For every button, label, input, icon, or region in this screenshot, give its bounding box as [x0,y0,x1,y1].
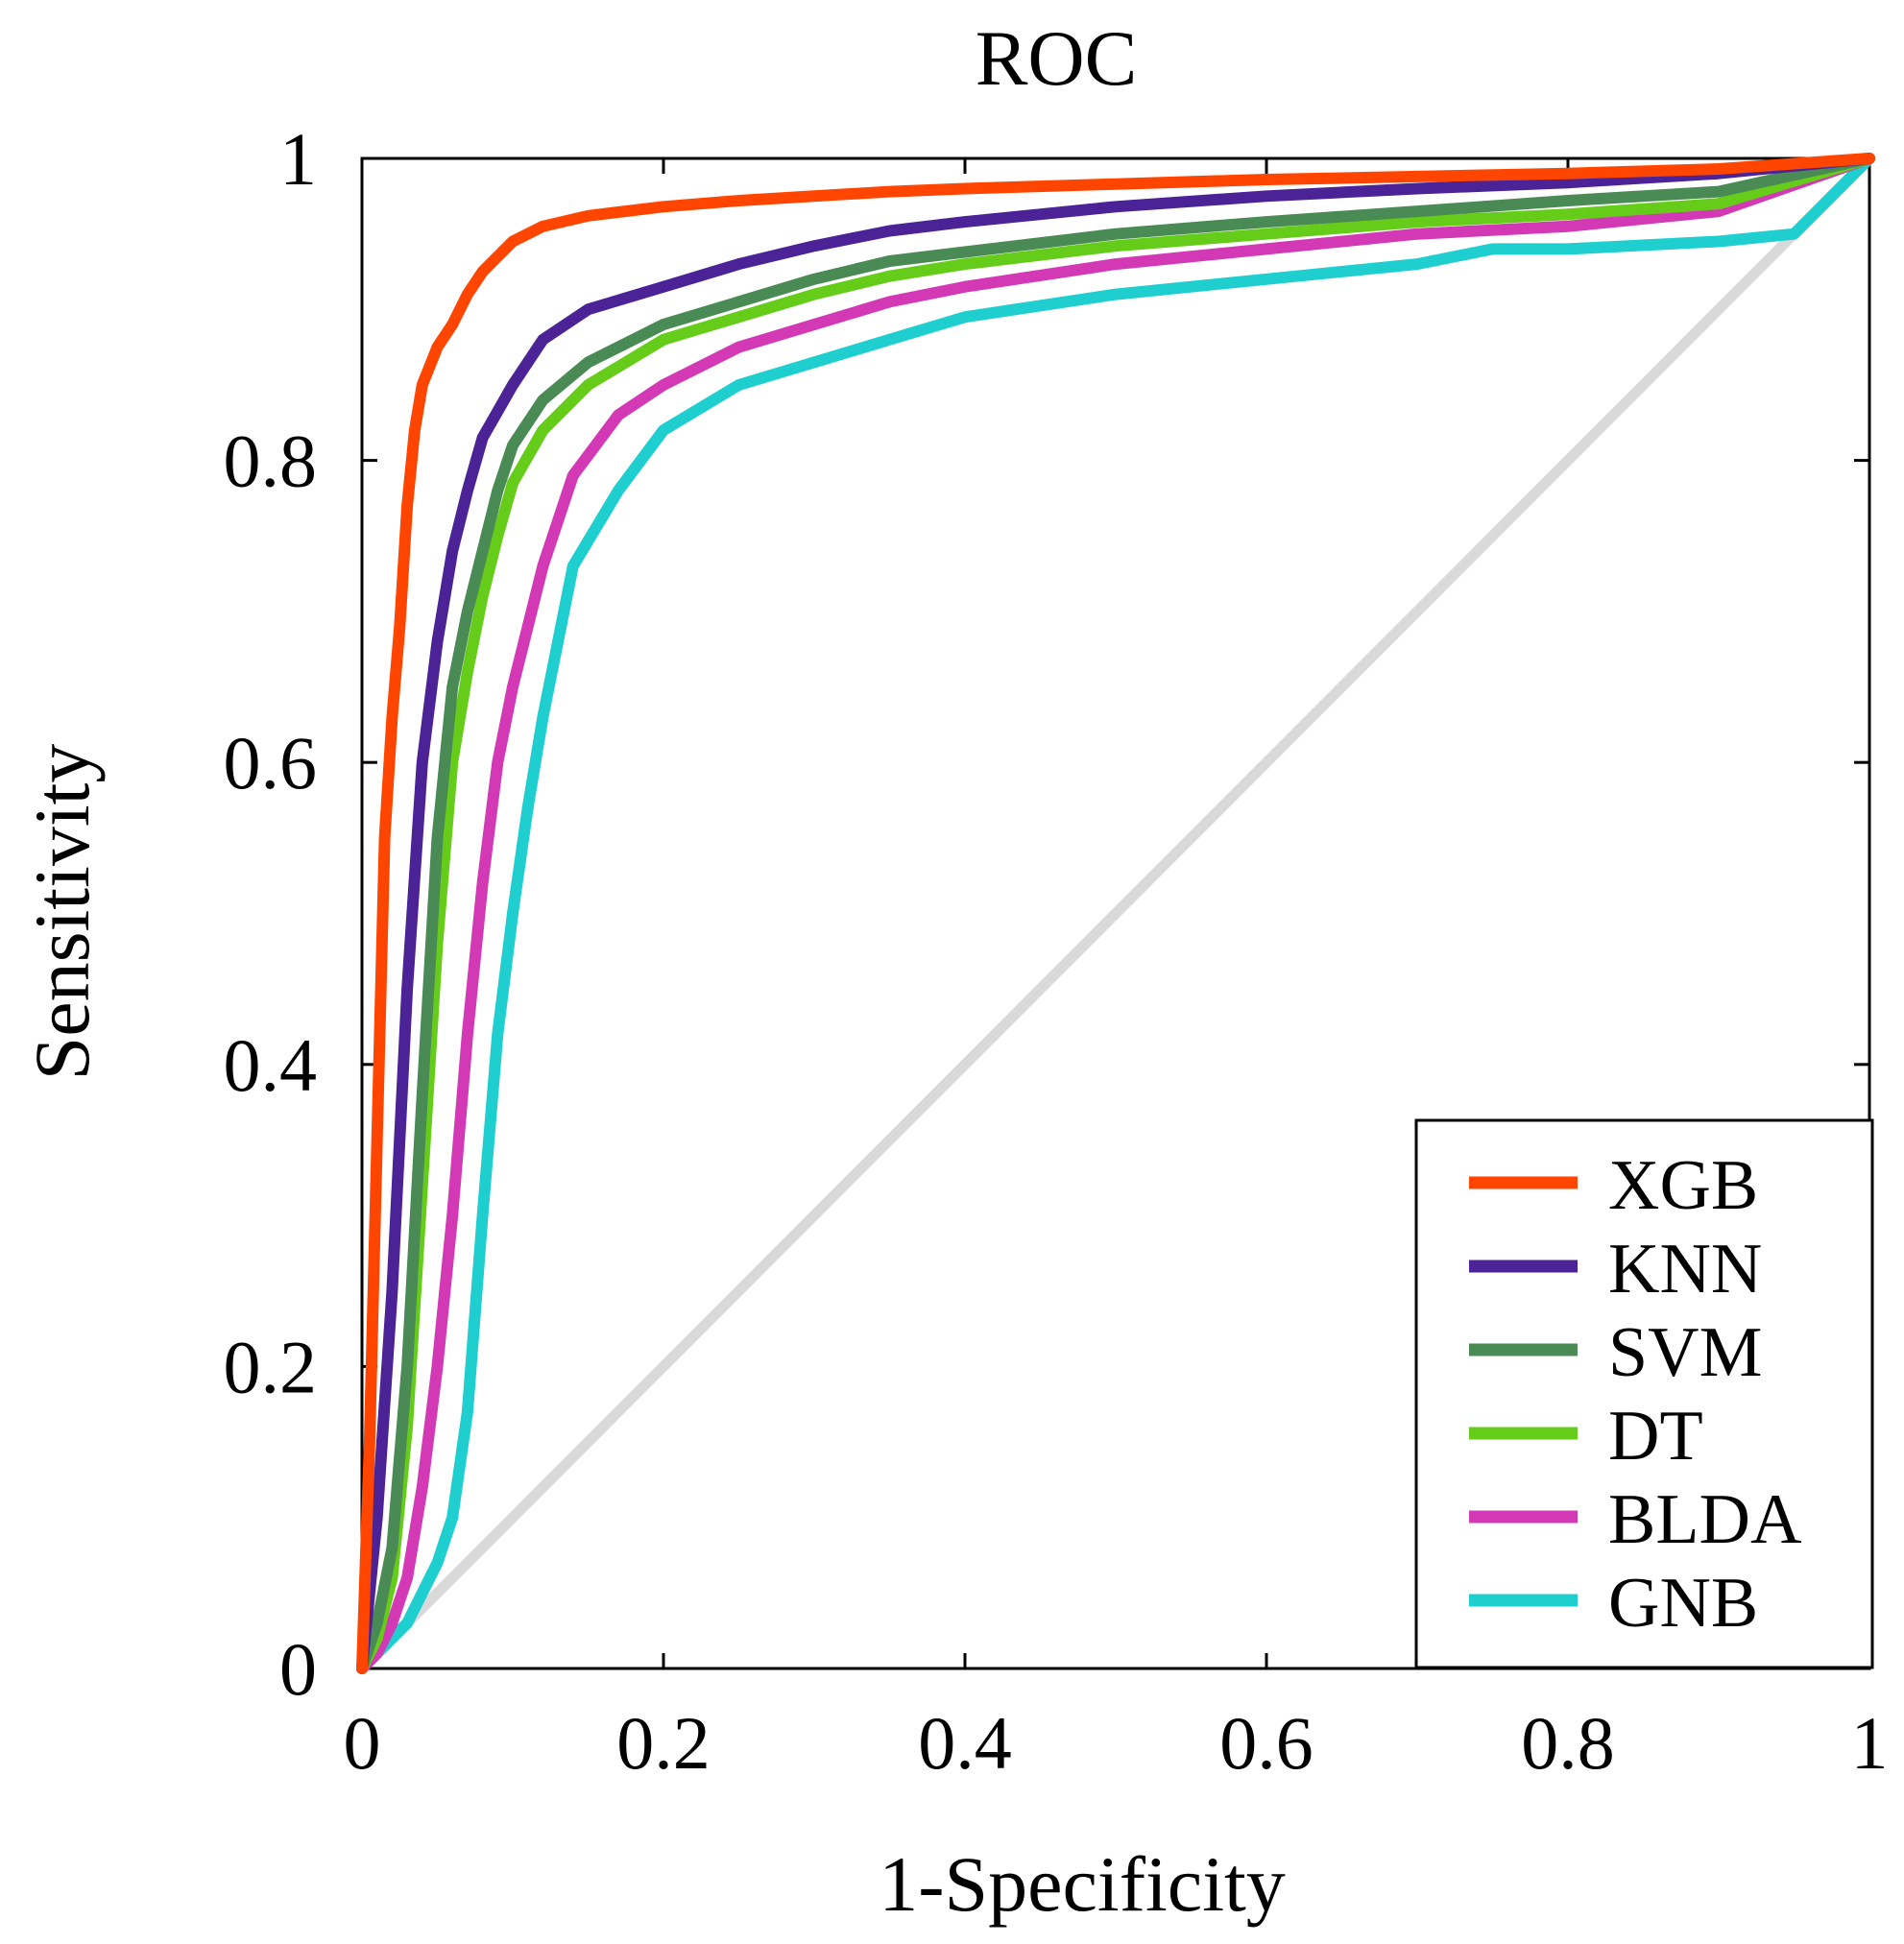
chart-title: ROC [976,14,1138,102]
reference-diagonal [358,155,1873,1672]
x-tick-label: 0.4 [918,1701,1012,1785]
legend-label-xgb: XGB [1608,1146,1758,1225]
y-tick-label: 1 [279,117,317,201]
series-line-knn [356,153,1875,1674]
y-tick-label: 0.2 [224,1325,318,1408]
x-tick-labels: 0 0.2 0.4 0.6 0.8 1 [344,1701,1889,1785]
series-line-svm [356,153,1875,1674]
legend-label-gnb: GNB [1608,1564,1758,1643]
legend-label-svm: SVM [1608,1313,1762,1392]
series-line-xgb [356,153,1875,1674]
x-tick-label: 1 [1851,1701,1889,1785]
y-tick-label: 0.4 [224,1023,318,1107]
legend-box [1414,1118,1874,1669]
x-tick-label: 0.2 [616,1701,711,1785]
y-tick-label: 0 [279,1627,317,1711]
y-axis-label: Sensitivity [18,744,106,1081]
x-tick-label: 0 [344,1701,381,1785]
x-tick-label: 0.6 [1219,1701,1314,1785]
x-tick-label: 0.8 [1521,1701,1615,1785]
series-lines [356,153,1875,1674]
y-tick-label: 0.6 [224,721,318,804]
series-line-gnb [356,153,1875,1674]
legend-label-knn: KNN [1608,1230,1762,1308]
x-axis-label: 1-Specificity [879,1840,1286,1928]
y-tick-label: 0.8 [224,420,318,503]
legend-label-blda: BLDA [1608,1480,1801,1559]
series-line-blda [356,153,1875,1674]
y-tick-labels: 0 0.2 0.4 0.6 0.8 1 [224,117,318,1711]
legend-label-dt: DT [1608,1397,1703,1476]
